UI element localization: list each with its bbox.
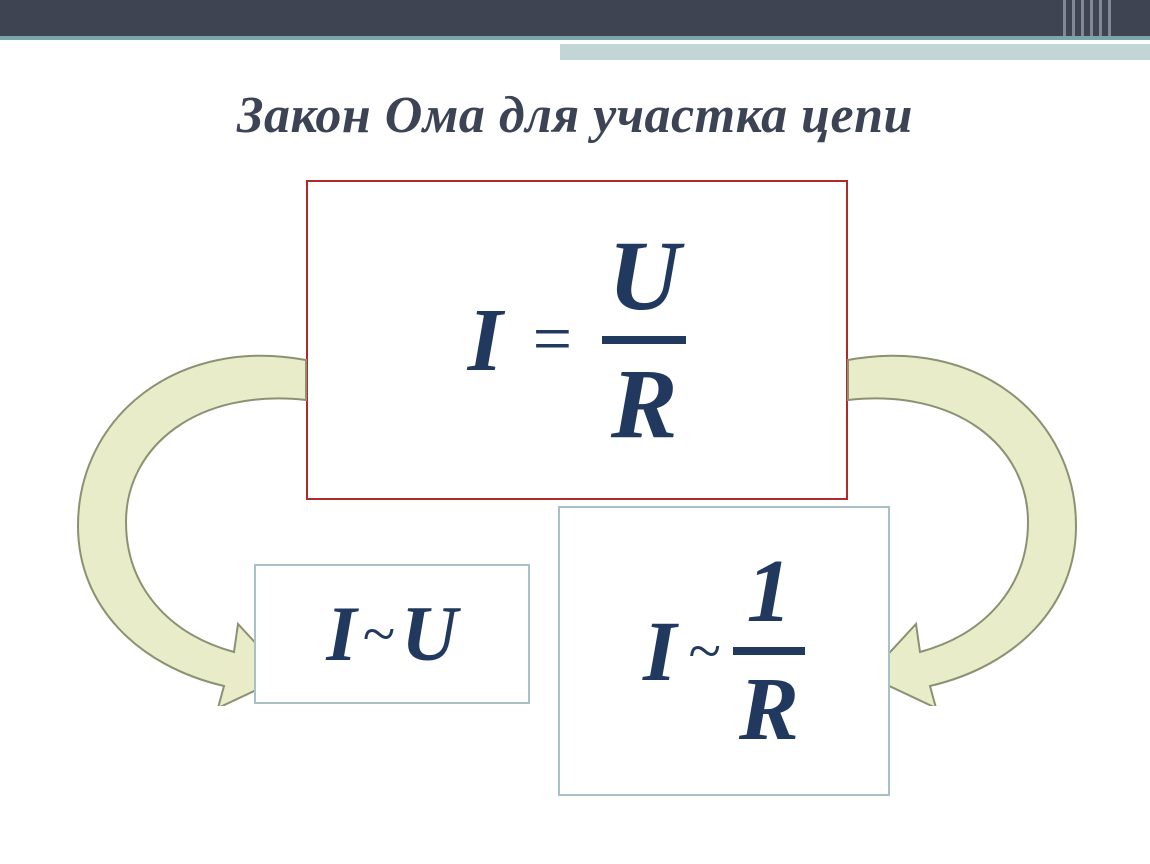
header-underline-dark: [0, 36, 1150, 40]
main-formula-box: I = U R: [306, 180, 848, 500]
sub-left-relation: ~: [357, 600, 401, 669]
sub-right-lhs: I: [643, 601, 676, 701]
sub-right-fraction-bar: [733, 647, 805, 655]
header-bar: [0, 0, 1150, 36]
proportional-formula-right-box: I ~ 1 R: [558, 506, 890, 796]
sub-left-rhs: U: [401, 589, 457, 679]
sub-right-denominator: R: [733, 663, 805, 757]
sub-left-lhs: I: [326, 589, 356, 679]
slide-title: Закон Ома для участка цепи: [0, 86, 1150, 145]
sub-right-fraction: 1 R: [733, 545, 805, 757]
formula-lhs: I: [468, 289, 503, 392]
sub-right-numerator: 1: [740, 545, 797, 639]
decorative-vertical-lines: [1060, 0, 1120, 40]
proportional-formula-left-box: I ~ U: [254, 564, 530, 704]
formula-denominator: R: [605, 352, 684, 456]
formula-equals: =: [533, 300, 572, 380]
sub-right-relation: ~: [688, 617, 720, 686]
formula-numerator: U: [602, 224, 686, 328]
header-underline-light: [560, 44, 1150, 60]
fraction-bar: [602, 336, 686, 344]
main-formula: I = U R: [468, 224, 687, 456]
formula-fraction: U R: [602, 224, 686, 456]
